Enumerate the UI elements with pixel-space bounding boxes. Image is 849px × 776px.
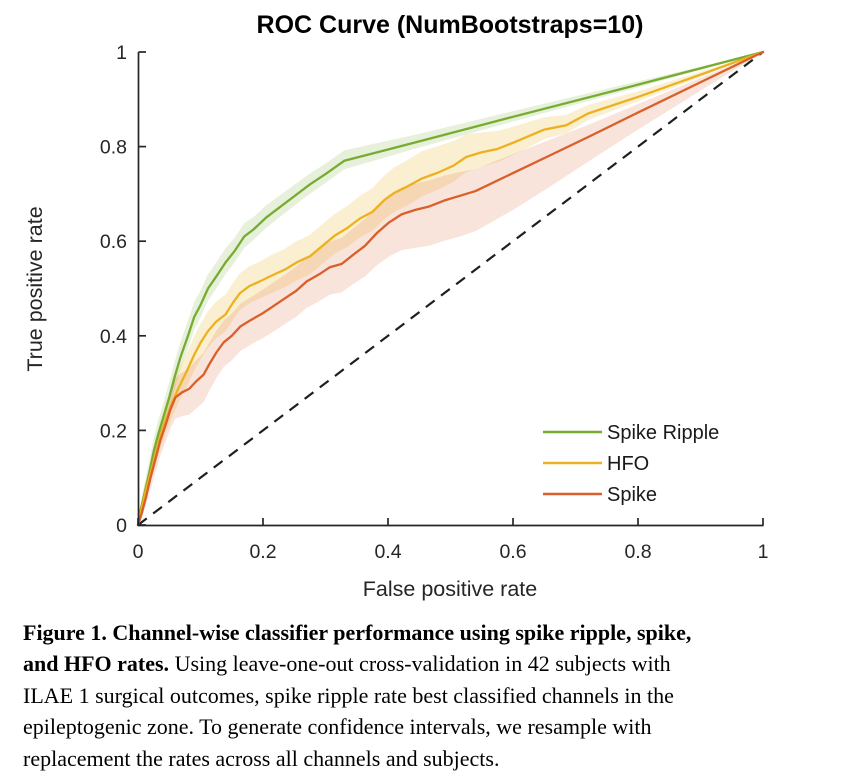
caption-normal-text: Using leave-one-out cross-validation in … — [169, 651, 671, 677]
x-tick-label-0: 0 — [133, 541, 144, 563]
ci-band-hfo — [138, 52, 763, 525]
caption-line: epileptogenic zone. To generate confiden… — [23, 711, 841, 742]
legend: Spike Ripple HFO Spike — [543, 422, 719, 506]
roc-curve-spike — [136, 50, 765, 527]
legend-label-spike: Spike — [607, 484, 657, 506]
axes — [137, 51, 764, 527]
caption-normal-text: replacement the rates across all channel… — [23, 745, 500, 771]
y-tick-label-0.4: 0.4 — [100, 326, 127, 348]
y-tick-label-1: 1 — [116, 42, 127, 64]
x-tick-label-0.2: 0.2 — [249, 541, 276, 563]
y-tick-label-0: 0 — [116, 515, 127, 537]
x-tick-label-1: 1 — [758, 541, 769, 563]
caption-line: ILAE 1 surgical outcomes, spike ripple r… — [23, 680, 841, 711]
caption-bold-text: Figure 1. Channel-wise classifier perfor… — [23, 620, 692, 645]
y-axis-label: True positive rate — [23, 206, 47, 371]
chart-title: ROC Curve (NumBootstraps=10) — [257, 11, 644, 39]
x-tick-label-0.6: 0.6 — [499, 541, 526, 563]
caption-line: and HFO rates. Using leave-one-out cross… — [23, 648, 841, 679]
x-tick-label-0.4: 0.4 — [374, 541, 401, 563]
tick-labels: 0 0.2 0.4 0.6 0.8 1 0 0.2 0.4 0.6 0.8 1 — [100, 42, 769, 563]
x-axis-label: False positive rate — [363, 577, 537, 601]
roc-curves — [136, 50, 765, 527]
chance-diagonal — [137, 51, 764, 526]
y-tick-label-0.2: 0.2 — [100, 420, 127, 442]
legend-label-spike-ripple: Spike Ripple — [607, 422, 719, 444]
roc-curve-spike-ripple — [136, 50, 765, 527]
caption-bold-text: and HFO rates. — [23, 651, 170, 677]
caption-line: Figure 1. Channel-wise classifier perfor… — [23, 617, 841, 648]
caption-normal-text: epileptogenic zone. To generate confiden… — [23, 714, 652, 740]
figure-caption: Figure 1. Channel-wise classifier perfor… — [23, 617, 841, 774]
x-tick-label-0.8: 0.8 — [624, 541, 651, 563]
roc-chart: ROC Curve (NumBootstraps=10) True positi… — [23, 11, 769, 601]
caption-line: replacement the rates across all channel… — [23, 743, 841, 774]
confidence-bands — [138, 52, 763, 525]
y-tick-label-0.8: 0.8 — [100, 137, 127, 159]
chance-diagonal-line — [137, 51, 764, 526]
y-tick-label-0.6: 0.6 — [100, 231, 127, 253]
caption-normal-text: ILAE 1 surgical outcomes, spike ripple r… — [23, 682, 674, 708]
legend-label-hfo: HFO — [607, 453, 649, 475]
